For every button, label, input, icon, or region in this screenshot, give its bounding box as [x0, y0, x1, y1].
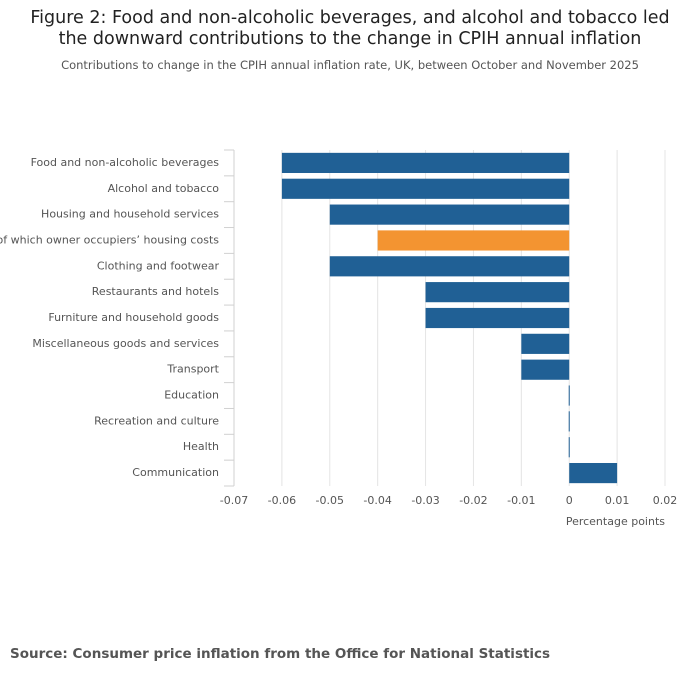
- x-axis-label: Percentage points: [566, 515, 665, 528]
- bar: [568, 437, 570, 458]
- y-tick-label: Transport: [166, 363, 219, 376]
- y-tick-label: Recreation and culture: [94, 414, 219, 427]
- y-tick-label: Education: [164, 389, 219, 402]
- x-tick-label: -0.02: [459, 494, 487, 507]
- source: Source: Consumer price inflation from th…: [10, 646, 551, 662]
- chart-title: Figure 2: Food and non-alcoholic beverag…: [30, 8, 670, 49]
- y-tick-label: Furniture and household goods: [48, 311, 219, 324]
- chart: Percentage points -0.07 -0.06 -0.05 -0.04 -0…: [0, 149, 678, 528]
- bar: [568, 411, 570, 432]
- x-tick-label: -0.04: [363, 494, 391, 507]
- x-tick-label: -0.03: [411, 494, 439, 507]
- bar: [521, 333, 570, 354]
- x-tick-label: 0.01: [605, 494, 630, 507]
- chart-subtitle: Contributions to change in the CPIH annu…: [61, 58, 639, 72]
- bar: [329, 256, 570, 277]
- bar: [329, 204, 570, 225]
- bar: [425, 282, 570, 303]
- x-tick-label: 0: [566, 494, 573, 507]
- y-tick-label: Alcohol and tobacco: [108, 182, 220, 195]
- bar: [569, 462, 618, 484]
- y-tick-label: Communication: [132, 466, 219, 479]
- bar: [568, 385, 570, 406]
- y-tick-label: Clothing and footwear: [97, 259, 220, 272]
- x-tick-label: -0.01: [507, 494, 535, 507]
- x-tick-label: -0.06: [268, 494, 296, 507]
- x-tick-label: -0.07: [220, 494, 248, 507]
- bar: [281, 178, 570, 199]
- x-tick-label: 0.02: [653, 494, 678, 507]
- x-tick-label: -0.05: [316, 494, 344, 507]
- bar: [377, 230, 570, 251]
- y-tick-label: Housing and household services: [41, 208, 219, 221]
- y-tick-label: Miscellaneous goods and services: [32, 337, 219, 350]
- y-tick-label: Restaurants and hotels: [92, 285, 219, 298]
- bar: [521, 359, 570, 380]
- bar: [281, 152, 570, 174]
- y-tick-label: Food and non-alcoholic beverages: [31, 156, 220, 169]
- y-tick-label: of which owner occupiers’ housing costs: [0, 233, 219, 246]
- y-tick-label: Health: [183, 440, 219, 453]
- bar: [425, 307, 570, 329]
